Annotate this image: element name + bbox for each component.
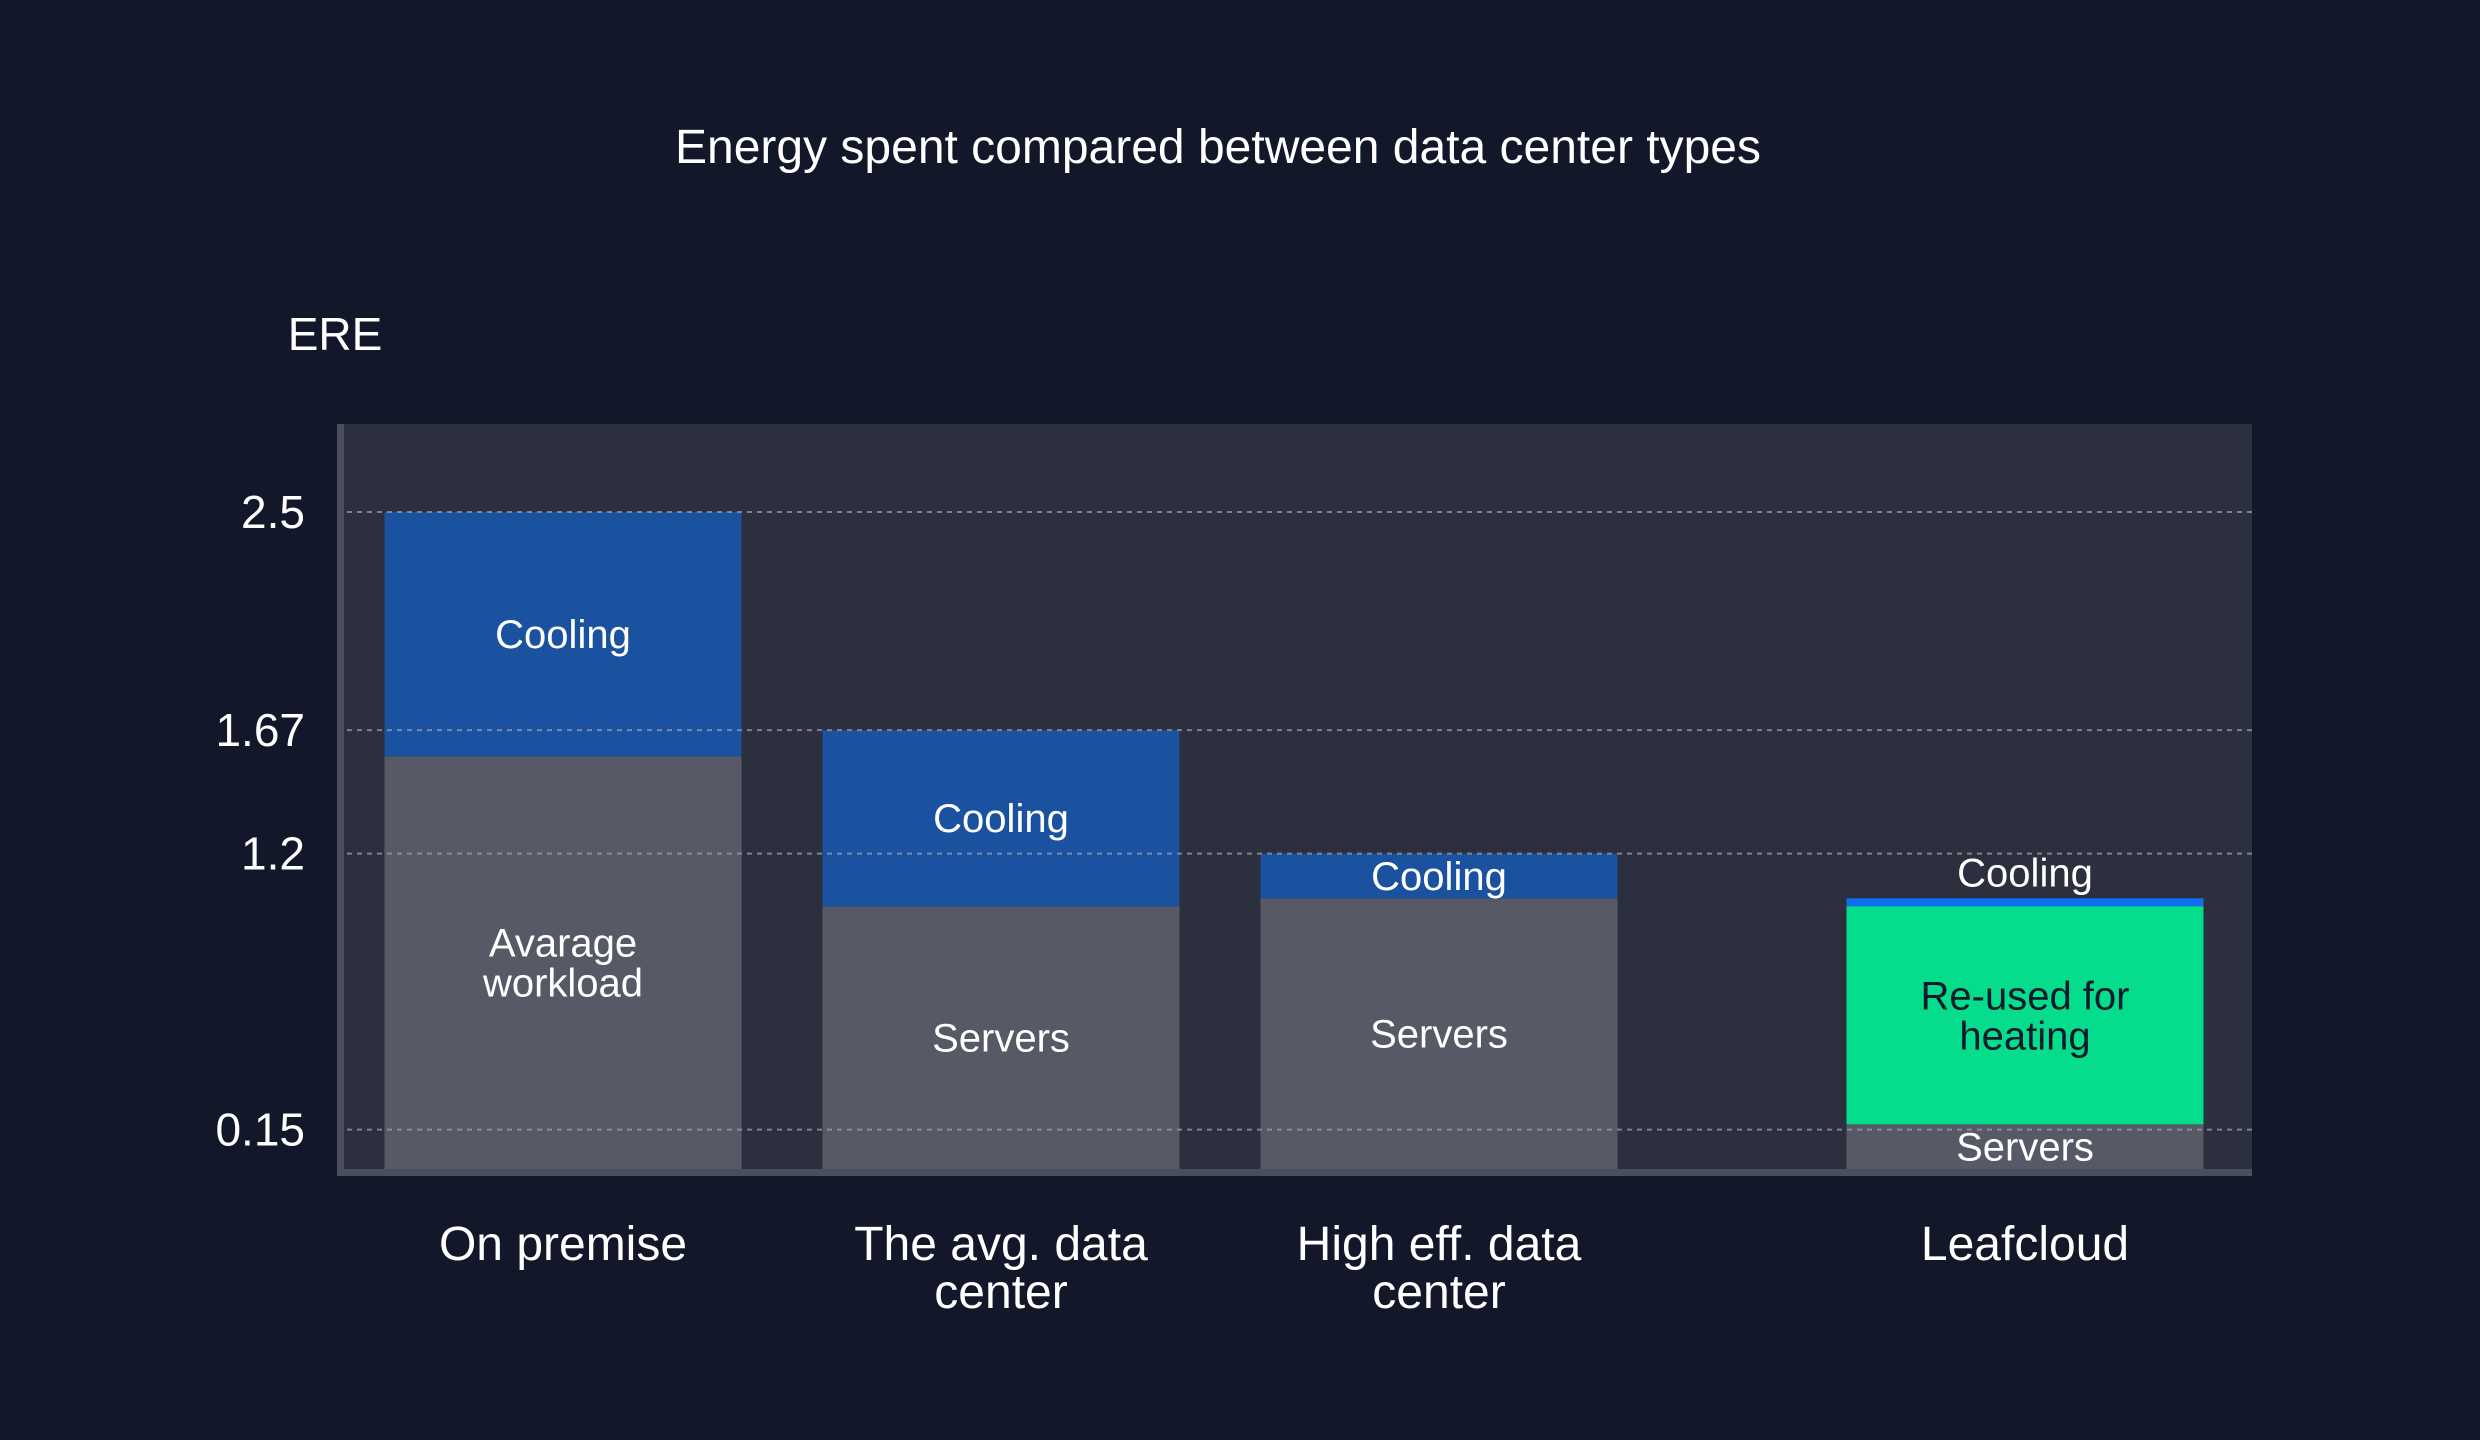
segment-label: Cooling bbox=[933, 797, 1069, 841]
x-category-label: On premise bbox=[439, 1218, 687, 1271]
y-tick-label: 0.15 bbox=[215, 1104, 305, 1156]
bar-segment-2-0 bbox=[1260, 898, 1618, 1169]
y-tick-label: 1.67 bbox=[215, 704, 305, 756]
y-tick-label: 2.5 bbox=[241, 486, 305, 538]
plot-area: 2.5 1.67 1.2 0.15 Avarage workload Cooling Serv… bbox=[215, 424, 2252, 1319]
segment-label: Servers bbox=[1370, 1013, 1508, 1057]
bar-segment-2-1 bbox=[1260, 853, 1618, 899]
segment-label: Servers bbox=[1956, 1126, 2094, 1170]
x-category-label: High eff. data center bbox=[1297, 1218, 1582, 1319]
bar-segment-1-0 bbox=[822, 906, 1180, 1169]
y-axis-line bbox=[337, 424, 344, 1176]
bar-segment-3-2 bbox=[1846, 898, 2204, 907]
chart-title: Energy spent compared between data cente… bbox=[675, 121, 1761, 174]
segment-label: Cooling bbox=[495, 613, 631, 657]
segment-label: Cooling bbox=[1957, 851, 2093, 895]
x-axis-line bbox=[337, 1169, 2252, 1176]
x-category-label: The avg. data center bbox=[854, 1218, 1148, 1319]
segment-label: Servers bbox=[932, 1017, 1070, 1061]
y-axis-label: ERE bbox=[288, 308, 383, 360]
segment-label: Re-used for heating bbox=[1921, 974, 2130, 1058]
bar-segment-3-0 bbox=[1846, 1124, 2204, 1169]
bar-segment-3-1 bbox=[1846, 906, 2204, 1125]
bar-segment-1-1 bbox=[822, 730, 1180, 907]
segment-label: Cooling bbox=[1371, 855, 1507, 899]
bar-segment-0-1 bbox=[384, 512, 742, 757]
y-tick-label: 1.2 bbox=[241, 828, 305, 880]
x-category-label: Leafcloud bbox=[1921, 1218, 2129, 1271]
bar-segment-0-0 bbox=[384, 756, 742, 1169]
segment-label: Avarage workload bbox=[482, 922, 643, 1006]
